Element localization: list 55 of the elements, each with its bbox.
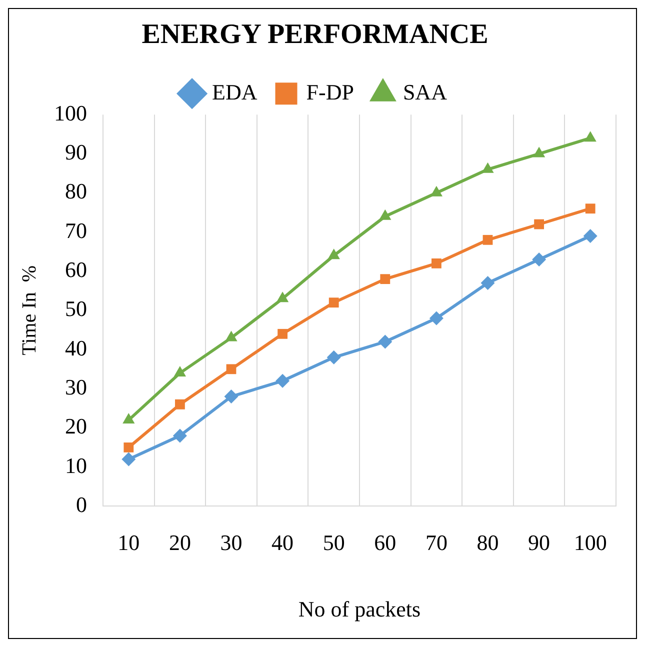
x-tick-label: 50	[322, 530, 345, 556]
y-tick-label: 20	[65, 414, 87, 439]
point	[482, 162, 494, 173]
y-tick-label: 70	[65, 218, 87, 243]
point	[480, 276, 495, 290]
point	[225, 330, 238, 342]
x-tick-label: 70	[425, 530, 448, 556]
y-tick-label: 40	[65, 335, 87, 360]
y-axis-title: Time In %	[18, 265, 40, 356]
y-tick-label: 90	[65, 140, 87, 165]
chart-title: ENERGY PERFORMANCE	[142, 19, 488, 50]
legend-label: EDA	[212, 79, 258, 104]
x-tick-label: 10	[118, 530, 140, 556]
y-tick-label: 80	[65, 178, 87, 204]
y-tick-label: 10	[65, 452, 87, 478]
y-tick-label: 50	[65, 296, 87, 322]
point	[432, 258, 442, 268]
y-tick-label: 30	[65, 374, 87, 400]
point	[174, 366, 186, 377]
point	[124, 442, 134, 452]
point	[226, 364, 236, 374]
legend-label: SAA	[402, 79, 448, 104]
point	[328, 248, 340, 260]
point	[276, 292, 289, 302]
y-tick-label: 0	[76, 492, 87, 517]
point	[224, 390, 238, 404]
point	[378, 334, 392, 349]
point	[175, 399, 185, 410]
point	[276, 374, 290, 388]
x-tick-label: 90	[528, 530, 550, 556]
x-tick-label: 30	[220, 530, 242, 556]
point	[583, 228, 598, 243]
x-axis-title: No of packets	[298, 596, 421, 622]
x-tick-label: 100	[574, 530, 607, 556]
y-tick-label: 100	[54, 100, 87, 126]
x-tick-label: 20	[168, 530, 191, 556]
point	[380, 274, 390, 284]
point	[379, 209, 392, 220]
point	[534, 219, 544, 230]
point	[585, 204, 596, 214]
point	[172, 428, 187, 443]
legend-label: F-DP	[306, 79, 354, 104]
point	[429, 311, 444, 326]
point	[532, 146, 546, 158]
point	[122, 452, 136, 466]
x-tick-label: 80	[476, 530, 499, 556]
x-tick-label: 60	[374, 530, 396, 556]
point	[482, 234, 493, 245]
y-tick-label: 60	[65, 257, 87, 282]
x-tick-label: 40	[272, 530, 294, 556]
point	[278, 328, 288, 339]
point	[584, 131, 596, 142]
point	[532, 252, 546, 266]
point	[328, 298, 339, 308]
point	[326, 350, 341, 364]
